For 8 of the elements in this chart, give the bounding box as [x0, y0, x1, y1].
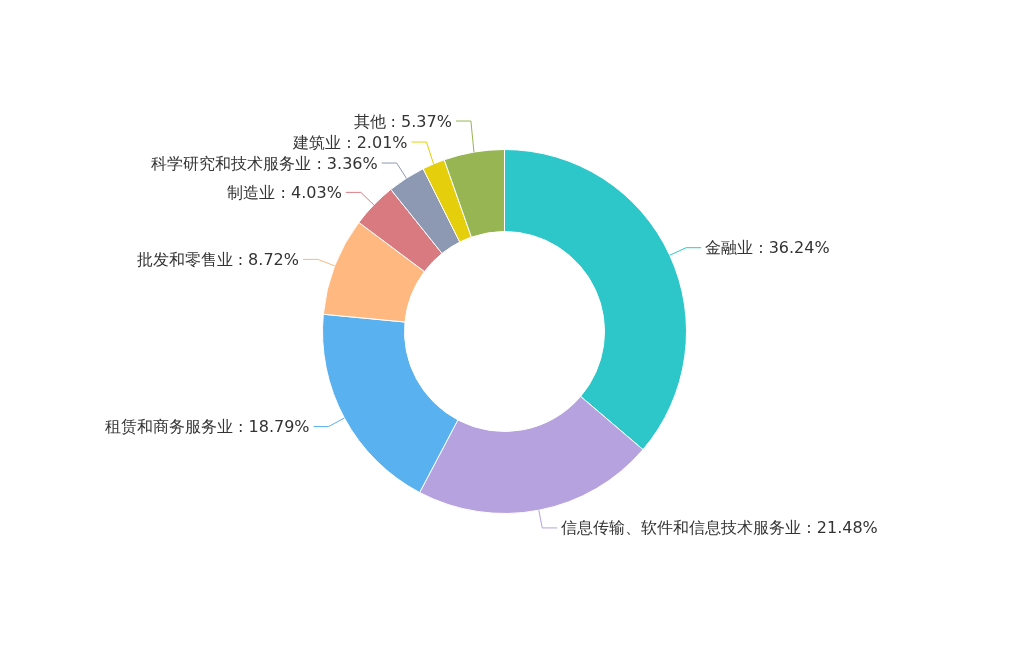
slice-label: 科学研究和技术服务业 : 3.36% — [151, 153, 378, 173]
slice-label: 建筑业 : 2.01% — [292, 132, 408, 152]
slice-label: 金融业 : 36.24% — [705, 238, 830, 258]
slice-label: 租赁和商务服务业 : 18.79% — [104, 417, 310, 437]
slice-label: 信息传输、软件和信息技术服务业 : 21.48% — [561, 518, 878, 538]
slice-label: 制造业 : 4.03% — [227, 182, 342, 202]
slice-label: 批发和零售业 : 8.72% — [136, 249, 299, 269]
slice-label: 其他 : 5.37% — [353, 111, 452, 131]
